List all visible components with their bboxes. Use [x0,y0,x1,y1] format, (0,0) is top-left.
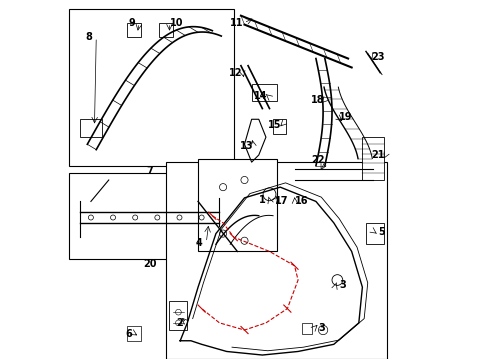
Text: 11: 11 [229,18,243,28]
Bar [301,323,312,334]
Bar [272,119,285,134]
Text: 6: 6 [125,329,131,339]
Bar [126,23,141,37]
Bar [251,84,276,102]
Text: 10: 10 [169,18,183,28]
Text: 12: 12 [228,68,242,78]
Text: 2: 2 [176,318,183,328]
Bar [80,119,102,137]
Text: 1: 1 [259,195,265,204]
Text: 16: 16 [295,197,308,206]
Text: 9: 9 [128,18,135,28]
Bar [365,223,383,244]
Text: 20: 20 [143,259,156,269]
Bar [126,327,141,341]
Text: 17: 17 [274,197,287,206]
Text: 4: 4 [195,238,202,248]
Bar [69,9,233,166]
Text: 23: 23 [371,52,385,62]
Text: 8: 8 [85,32,92,42]
Text: 22: 22 [311,156,325,165]
Text: 14: 14 [254,91,267,101]
Bar [198,158,276,251]
Text: 19: 19 [338,112,351,122]
Text: 7: 7 [146,166,153,176]
Text: 13: 13 [239,141,252,151]
Bar [362,137,383,180]
Text: 18: 18 [310,95,324,105]
Bar [159,23,173,37]
Text: 15: 15 [267,120,281,130]
Text: 3: 3 [339,280,346,291]
Bar [165,162,386,359]
Text: 21: 21 [371,150,385,160]
Text: 3: 3 [317,323,324,333]
Text: 5: 5 [377,227,384,237]
Bar [169,301,187,330]
Bar [69,173,233,258]
